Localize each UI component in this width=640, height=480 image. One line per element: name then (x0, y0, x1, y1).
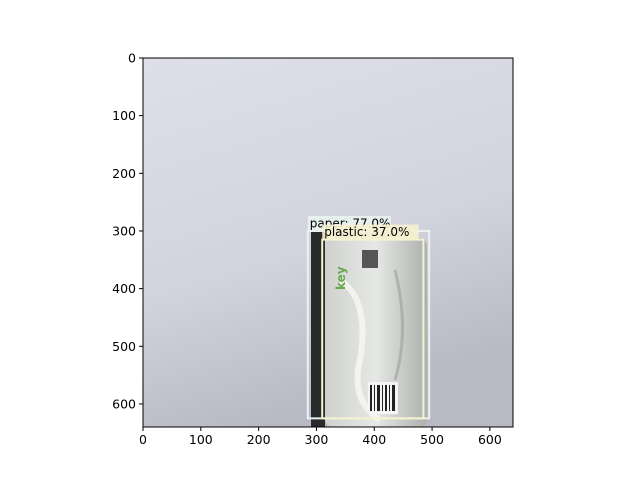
x-tick-label: 0 (139, 432, 147, 447)
x-tick-label: 300 (305, 432, 329, 447)
y-tick-label: 300 (112, 223, 136, 238)
y-tick-label: 500 (112, 339, 136, 354)
y-tick-label: 100 (112, 108, 136, 123)
detection-label-bg (322, 224, 419, 240)
barcode (368, 382, 398, 414)
axes-frame (142, 57, 514, 428)
x-tick-label: 600 (478, 432, 502, 447)
bottle-logo: key (334, 266, 348, 290)
x-tick-label: 400 (362, 432, 386, 447)
y-tick-label: 600 (112, 396, 136, 411)
y-axis: 0 100 200 300 400 500 600 (112, 51, 143, 411)
bottle-object: key (311, 232, 427, 427)
photo: key (143, 58, 513, 427)
y-tick-label: 400 (112, 281, 136, 296)
x-axis: 0 100 200 300 400 500 600 (139, 427, 502, 447)
y-tick-label: 0 (128, 51, 136, 66)
detections: paper: 77.0%plastic: 37.0% (306, 215, 431, 420)
bottle-fold (393, 269, 404, 381)
x-tick-label: 500 (420, 432, 444, 447)
detection-label: plastic: 37.0% (324, 225, 409, 239)
bottle-fold (338, 277, 382, 423)
detection-plastic: plastic: 37.0% (321, 224, 425, 420)
x-tick-label: 200 (247, 432, 271, 447)
y-tick-label: 200 (112, 166, 136, 181)
bottle-dark-mark (362, 250, 378, 268)
x-tick-label: 100 (189, 432, 213, 447)
